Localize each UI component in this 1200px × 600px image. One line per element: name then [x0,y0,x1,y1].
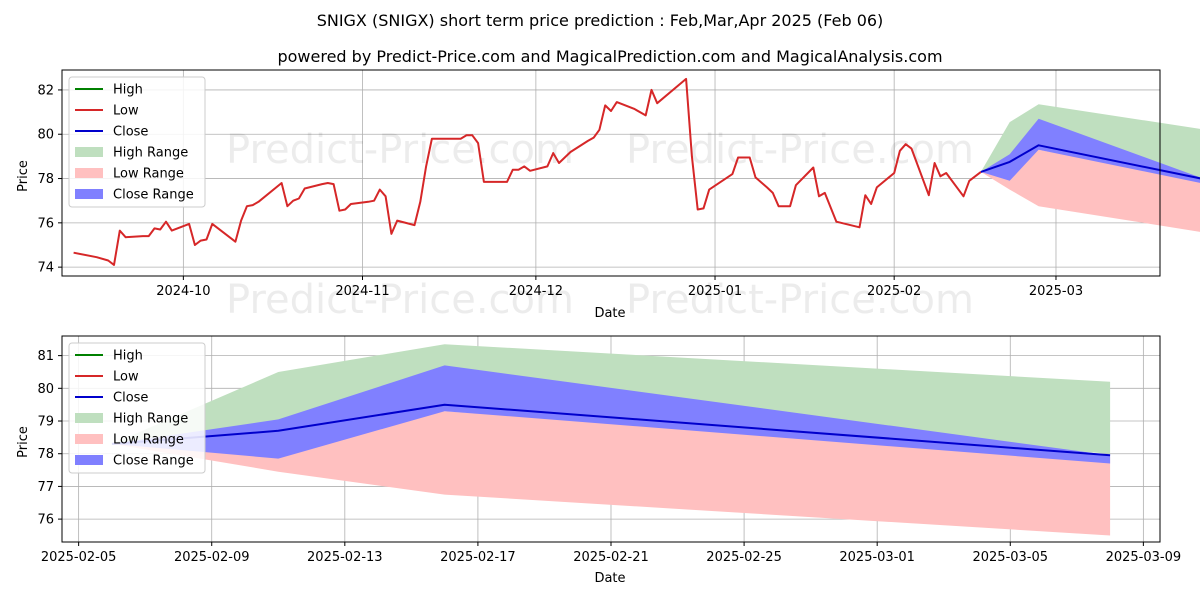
top-legend-low-range-swatch [75,168,103,178]
top-x-tick-label: 2024-10 [156,284,210,299]
bottom-x-tick-label: 2025-02-09 [174,550,250,565]
bottom-x-tick-label: 2025-03-05 [972,550,1048,565]
top-legend-low-range-label: Low Range [113,167,184,182]
top-y-axis-label: Price [16,160,31,192]
top-y-tick-label: 80 [37,128,54,143]
top-watermark-bottom-right: Predict-Price.com [626,277,974,323]
bottom-x-tick-label: 2025-03-09 [1106,550,1182,565]
bottom-legend-low-range-label: Low Range [113,433,184,448]
top-close-forecast-line [980,144,1200,180]
top-x-axis-label: Date [594,306,625,321]
bottom-legend-low-range-swatch [75,434,103,444]
bottom-legend: High Low Close High Range Low Range Close Ran… [68,342,206,474]
top-watermark-left: Predict-Price.com [226,127,574,173]
bottom-legend-close-range-label: Close Range [113,454,194,469]
top-x-tick-label: 2025-01 [688,284,742,299]
top-legend-close-label: Close [113,125,148,140]
bottom-y-tick-label: 81 [37,349,54,364]
top-chart-frame [61,69,1161,277]
top-price-lines [73,77,1200,266]
bottom-x-tick-label: 2025-02-21 [573,550,649,565]
bottom-x-tick-label: 2025-02-17 [440,550,516,565]
top-x-tick-label: 2025-03 [1029,284,1083,299]
bottom-x-tick-label: 2025-02-25 [706,550,782,565]
bottom-close-range-band [111,365,1111,464]
bottom-y-tick-label: 79 [37,415,54,430]
top-low-history-line [73,77,982,266]
bottom-legend-high-range-label: High Range [113,412,188,427]
top-x-ticks: 2024-10 2024-11 2024-12 2025-01 2025-02 2025-… [156,276,1083,299]
bottom-legend-close-range-swatch [75,455,103,465]
top-y-ticks: 74 76 78 80 82 [37,83,62,276]
bottom-x-tick-label: 2025-02-05 [41,550,117,565]
top-watermark-right: Predict-Price.com [626,127,974,173]
top-chart-background [62,70,1160,276]
bottom-x-ticks: 2025-02-05 2025-02-09 2025-02-13 2025-02-17… [41,542,1181,565]
top-legend-low-label: Low [113,104,139,119]
bottom-y-tick-label: 76 [37,513,54,528]
top-x-tick-label: 2024-11 [335,284,389,299]
bottom-legend-close-label: Close [113,391,148,406]
top-chart-panel: Predict-Price.com Predict-Price.com Pred… [16,69,1200,323]
bottom-forecast-bands [111,344,1111,536]
chart-title: SNIGX (SNIGX) short term price predictio… [317,11,884,30]
top-chart-grid [62,70,1160,276]
bottom-y-axis-label: Price [16,426,31,458]
bottom-y-tick-label: 77 [37,480,54,495]
bottom-y-tick-label: 78 [37,447,54,462]
bottom-y-ticks: 76 77 78 79 80 81 [37,349,62,528]
top-y-tick-label: 76 [37,216,54,231]
bottom-legend-high-range-swatch [75,413,103,423]
bottom-legend-low-label: Low [113,370,139,385]
bottom-x-tick-label: 2025-02-13 [307,550,383,565]
top-legend-close-range-swatch [75,189,103,199]
top-legend-close-range-label: Close Range [113,188,194,203]
top-x-tick-label: 2024-12 [509,284,563,299]
bottom-x-axis-label: Date [594,571,625,586]
chart-subtitle: powered by Predict-Price.com and Magical… [277,47,942,66]
top-watermark-bottom-left: Predict-Price.com [226,277,574,323]
top-legend-high-range-label: High Range [113,146,188,161]
top-y-tick-label: 78 [37,172,54,187]
top-y-tick-label: 82 [37,83,54,98]
bottom-chart-panel: Predict-Price.com Predict-Price.com 2025… [16,335,1181,586]
top-y-tick-label: 74 [37,261,54,276]
bottom-y-tick-label: 80 [37,382,54,397]
top-legend-high-range-swatch [75,147,103,157]
top-legend: High Low Close High Range Low Range Close Ran… [68,76,206,208]
top-x-tick-label: 2025-02 [867,284,921,299]
top-legend-high-label: High [113,83,143,98]
bottom-legend-high-label: High [113,349,143,364]
bottom-x-tick-label: 2025-03-01 [839,550,915,565]
